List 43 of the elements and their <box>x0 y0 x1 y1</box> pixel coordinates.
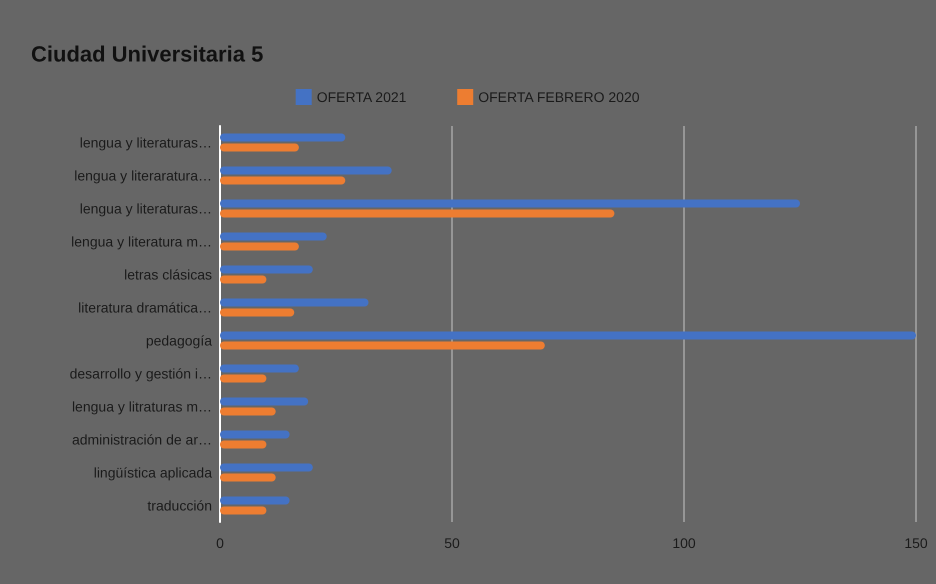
y-tick-label: administración de ar… <box>72 432 212 448</box>
bar <box>220 374 266 382</box>
legend-label: OFERTA FEBRERO 2020 <box>478 89 640 105</box>
y-tick-label: desarrollo y gestión i… <box>70 366 212 382</box>
bar <box>220 144 299 152</box>
y-tick-label: lengua y literaratura… <box>74 168 212 184</box>
bar <box>220 210 614 218</box>
bar <box>220 200 800 208</box>
bar <box>220 276 266 284</box>
bar <box>220 430 290 438</box>
bar <box>220 232 327 240</box>
bar <box>220 408 276 416</box>
y-tick-label: pedagogía <box>146 332 212 348</box>
bar <box>220 364 299 372</box>
bar <box>220 166 392 174</box>
y-tick-label: lingüística aplicada <box>94 464 212 480</box>
y-tick-label: letras clásicas <box>124 266 212 282</box>
bar <box>220 242 299 250</box>
bar <box>220 440 266 448</box>
bar <box>220 332 916 340</box>
y-tick-label: literatura dramática… <box>78 300 212 316</box>
bar <box>220 496 290 504</box>
legend-label: OFERTA 2021 <box>316 89 407 105</box>
x-tick-label: 50 <box>444 535 460 551</box>
bar <box>220 134 346 142</box>
y-tick-label: lengua y literaturas… <box>80 134 212 150</box>
bar <box>220 506 266 514</box>
bar <box>220 464 313 472</box>
y-tick-label: lengua y literatura m… <box>71 234 212 250</box>
x-tick-label: 100 <box>672 535 696 551</box>
bar <box>220 266 313 274</box>
x-tick-label: 0 <box>216 535 224 551</box>
chart-title: Ciudad Universitaria 5 <box>31 42 264 66</box>
x-tick-label: 150 <box>904 535 928 551</box>
bar <box>220 308 294 316</box>
y-tick-label: lengua y litraturas m… <box>72 398 212 414</box>
bar <box>220 176 346 184</box>
y-tick-label: lengua y literaturas… <box>80 200 212 216</box>
y-tick-label: traducción <box>147 498 212 514</box>
bar <box>220 398 308 406</box>
bar <box>220 474 276 482</box>
bar <box>220 342 545 350</box>
bar <box>220 298 368 306</box>
